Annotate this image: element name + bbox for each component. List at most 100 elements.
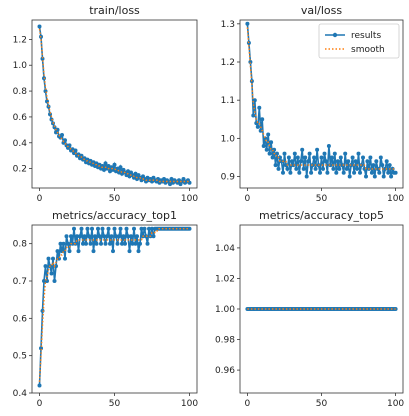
data-point bbox=[103, 161, 108, 166]
x-tick-label: 50 bbox=[109, 194, 121, 204]
data-point bbox=[332, 151, 337, 156]
y-tick-label: 0.5 bbox=[13, 352, 27, 362]
y-tick-label: 1.2 bbox=[221, 58, 235, 68]
data-point bbox=[289, 159, 294, 164]
data-point bbox=[252, 98, 257, 103]
data-point bbox=[94, 241, 99, 246]
data-point bbox=[67, 249, 72, 254]
data-point bbox=[257, 105, 262, 110]
data-point bbox=[377, 170, 382, 175]
data-point bbox=[291, 163, 296, 168]
data-point bbox=[124, 226, 129, 231]
data-point bbox=[260, 117, 265, 122]
data-point bbox=[393, 170, 398, 175]
data-point bbox=[187, 226, 192, 231]
data-point bbox=[313, 166, 318, 171]
data-point bbox=[112, 162, 117, 167]
x-tick-label: 50 bbox=[109, 399, 121, 409]
data-point bbox=[52, 279, 57, 283]
data-point bbox=[123, 241, 127, 246]
x-tick-label: 100 bbox=[181, 399, 198, 409]
data-point bbox=[325, 170, 330, 175]
data-point bbox=[298, 159, 303, 164]
data-point bbox=[386, 170, 391, 175]
data-point bbox=[42, 279, 46, 283]
legend-label: smooth bbox=[351, 45, 385, 55]
data-point bbox=[389, 174, 394, 179]
data-point bbox=[168, 182, 172, 187]
data-point bbox=[69, 234, 73, 239]
data-point bbox=[276, 166, 281, 171]
data-point bbox=[87, 234, 91, 239]
data-point bbox=[139, 178, 144, 183]
data-point bbox=[130, 241, 135, 246]
panel-title: train/loss bbox=[89, 4, 140, 17]
data-point bbox=[142, 226, 147, 231]
data-point bbox=[118, 165, 123, 170]
data-point bbox=[338, 155, 343, 160]
data-point bbox=[181, 177, 186, 181]
data-point bbox=[340, 163, 345, 168]
data-point bbox=[248, 60, 253, 64]
data-point bbox=[79, 153, 84, 158]
data-point bbox=[81, 241, 85, 246]
data-point bbox=[73, 148, 78, 153]
y-tick-label: 1.0 bbox=[221, 134, 236, 144]
data-point bbox=[111, 249, 115, 254]
data-point bbox=[115, 166, 120, 171]
data-point bbox=[82, 234, 87, 239]
data-point bbox=[58, 241, 63, 246]
data-point bbox=[37, 24, 42, 29]
data-point bbox=[322, 151, 327, 156]
y-tick-label: 0.8 bbox=[13, 240, 28, 250]
y-tick-label: 0.8 bbox=[13, 87, 28, 97]
data-point bbox=[106, 164, 111, 168]
x-tick-label: 0 bbox=[245, 194, 251, 204]
data-point bbox=[315, 147, 320, 152]
data-point bbox=[283, 163, 288, 168]
data-point bbox=[292, 151, 297, 156]
data-point bbox=[312, 155, 317, 160]
y-tick-label: 1.02 bbox=[215, 274, 235, 284]
data-point bbox=[114, 234, 118, 239]
data-point bbox=[371, 163, 376, 168]
y-tick-label: 0.96 bbox=[215, 366, 235, 376]
data-point bbox=[60, 133, 64, 137]
data-point bbox=[66, 241, 70, 246]
data-point bbox=[278, 155, 282, 160]
data-point bbox=[102, 234, 106, 239]
data-point bbox=[300, 147, 305, 152]
data-point bbox=[150, 226, 154, 231]
series-line-smooth bbox=[38, 228, 190, 382]
data-point bbox=[321, 166, 325, 171]
panel-accuracy-top5: metrics/accuracy_top5 0 50 100 0.96 0.98 1.00… bbox=[215, 209, 404, 409]
data-point bbox=[309, 170, 314, 175]
data-point bbox=[352, 170, 357, 175]
data-point bbox=[380, 163, 385, 168]
data-point bbox=[61, 241, 66, 246]
data-point bbox=[368, 155, 373, 160]
data-point bbox=[105, 234, 109, 239]
data-point bbox=[384, 159, 389, 164]
data-point bbox=[120, 241, 124, 246]
data-point bbox=[335, 159, 340, 164]
data-point bbox=[70, 241, 75, 246]
data-point bbox=[365, 159, 370, 164]
data-point bbox=[346, 159, 351, 164]
y-tick-label: 0.7 bbox=[13, 277, 27, 287]
data-point bbox=[147, 226, 151, 231]
data-point bbox=[355, 166, 360, 171]
data-point bbox=[255, 124, 260, 129]
y-tick-label: 1.00 bbox=[215, 305, 235, 315]
data-point bbox=[79, 226, 84, 231]
data-point bbox=[120, 171, 124, 176]
y-tick-label: 1.2 bbox=[13, 35, 27, 45]
data-point bbox=[145, 241, 150, 246]
data-point bbox=[358, 170, 362, 175]
data-point bbox=[350, 155, 355, 160]
y-tick-label: 0.4 bbox=[13, 139, 28, 149]
data-point bbox=[275, 151, 279, 156]
x-tick-label: 0 bbox=[37, 194, 43, 204]
data-point bbox=[49, 117, 54, 122]
